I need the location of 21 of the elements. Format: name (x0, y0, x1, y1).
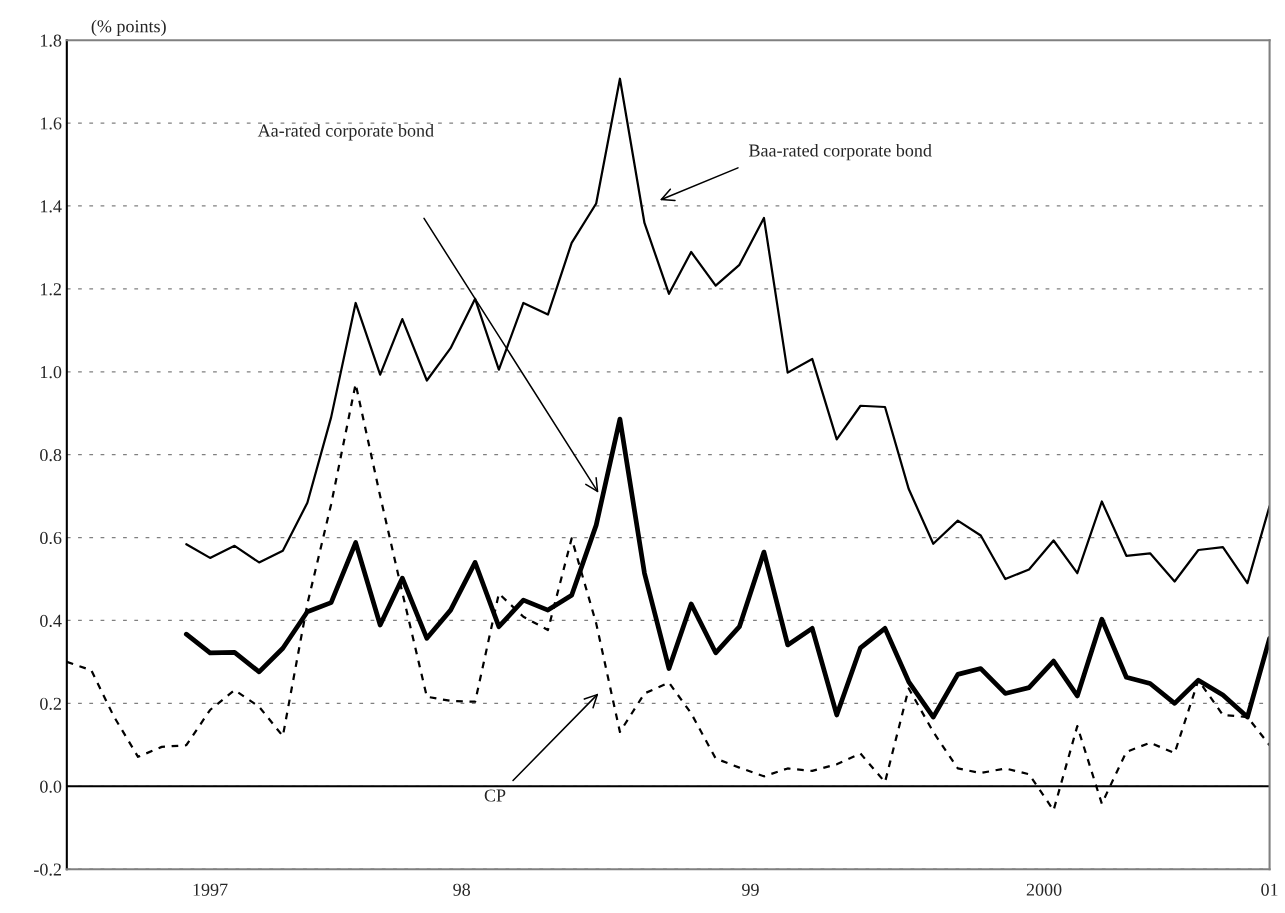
annotation: CP (484, 789, 506, 802)
x-tick-label: 99 (742, 883, 759, 896)
y-tick-label: 0.0 (40, 780, 62, 793)
y-tick-label: 1.6 (40, 117, 62, 130)
y-tick-label: 1.4 (40, 200, 62, 213)
x-tick-label: 2000 (1026, 883, 1062, 896)
x-tick-label: 01 (1261, 883, 1278, 896)
y-tick-label: 1.2 (40, 283, 61, 296)
annotation: Baa-rated corporate bond (748, 143, 932, 161)
y-tick-label: 0.4 (40, 614, 62, 627)
y-tick-label: 1.8 (40, 34, 62, 47)
y-tick-label: 1.0 (40, 366, 62, 379)
annotation: Aa-rated corporate bond (257, 124, 434, 141)
y-tick-label: 0.2 (40, 697, 61, 710)
x-tick-label: 98 (453, 883, 471, 896)
y-tick-label: 0.6 (40, 531, 62, 545)
y-axis-title: (% points) (91, 19, 166, 37)
line-series (185, 77, 1270, 585)
x-tick-label: 1997 (193, 883, 228, 896)
y-tick-label: 0.8 (40, 448, 62, 462)
y-tick-label: -0.2 (34, 863, 61, 876)
